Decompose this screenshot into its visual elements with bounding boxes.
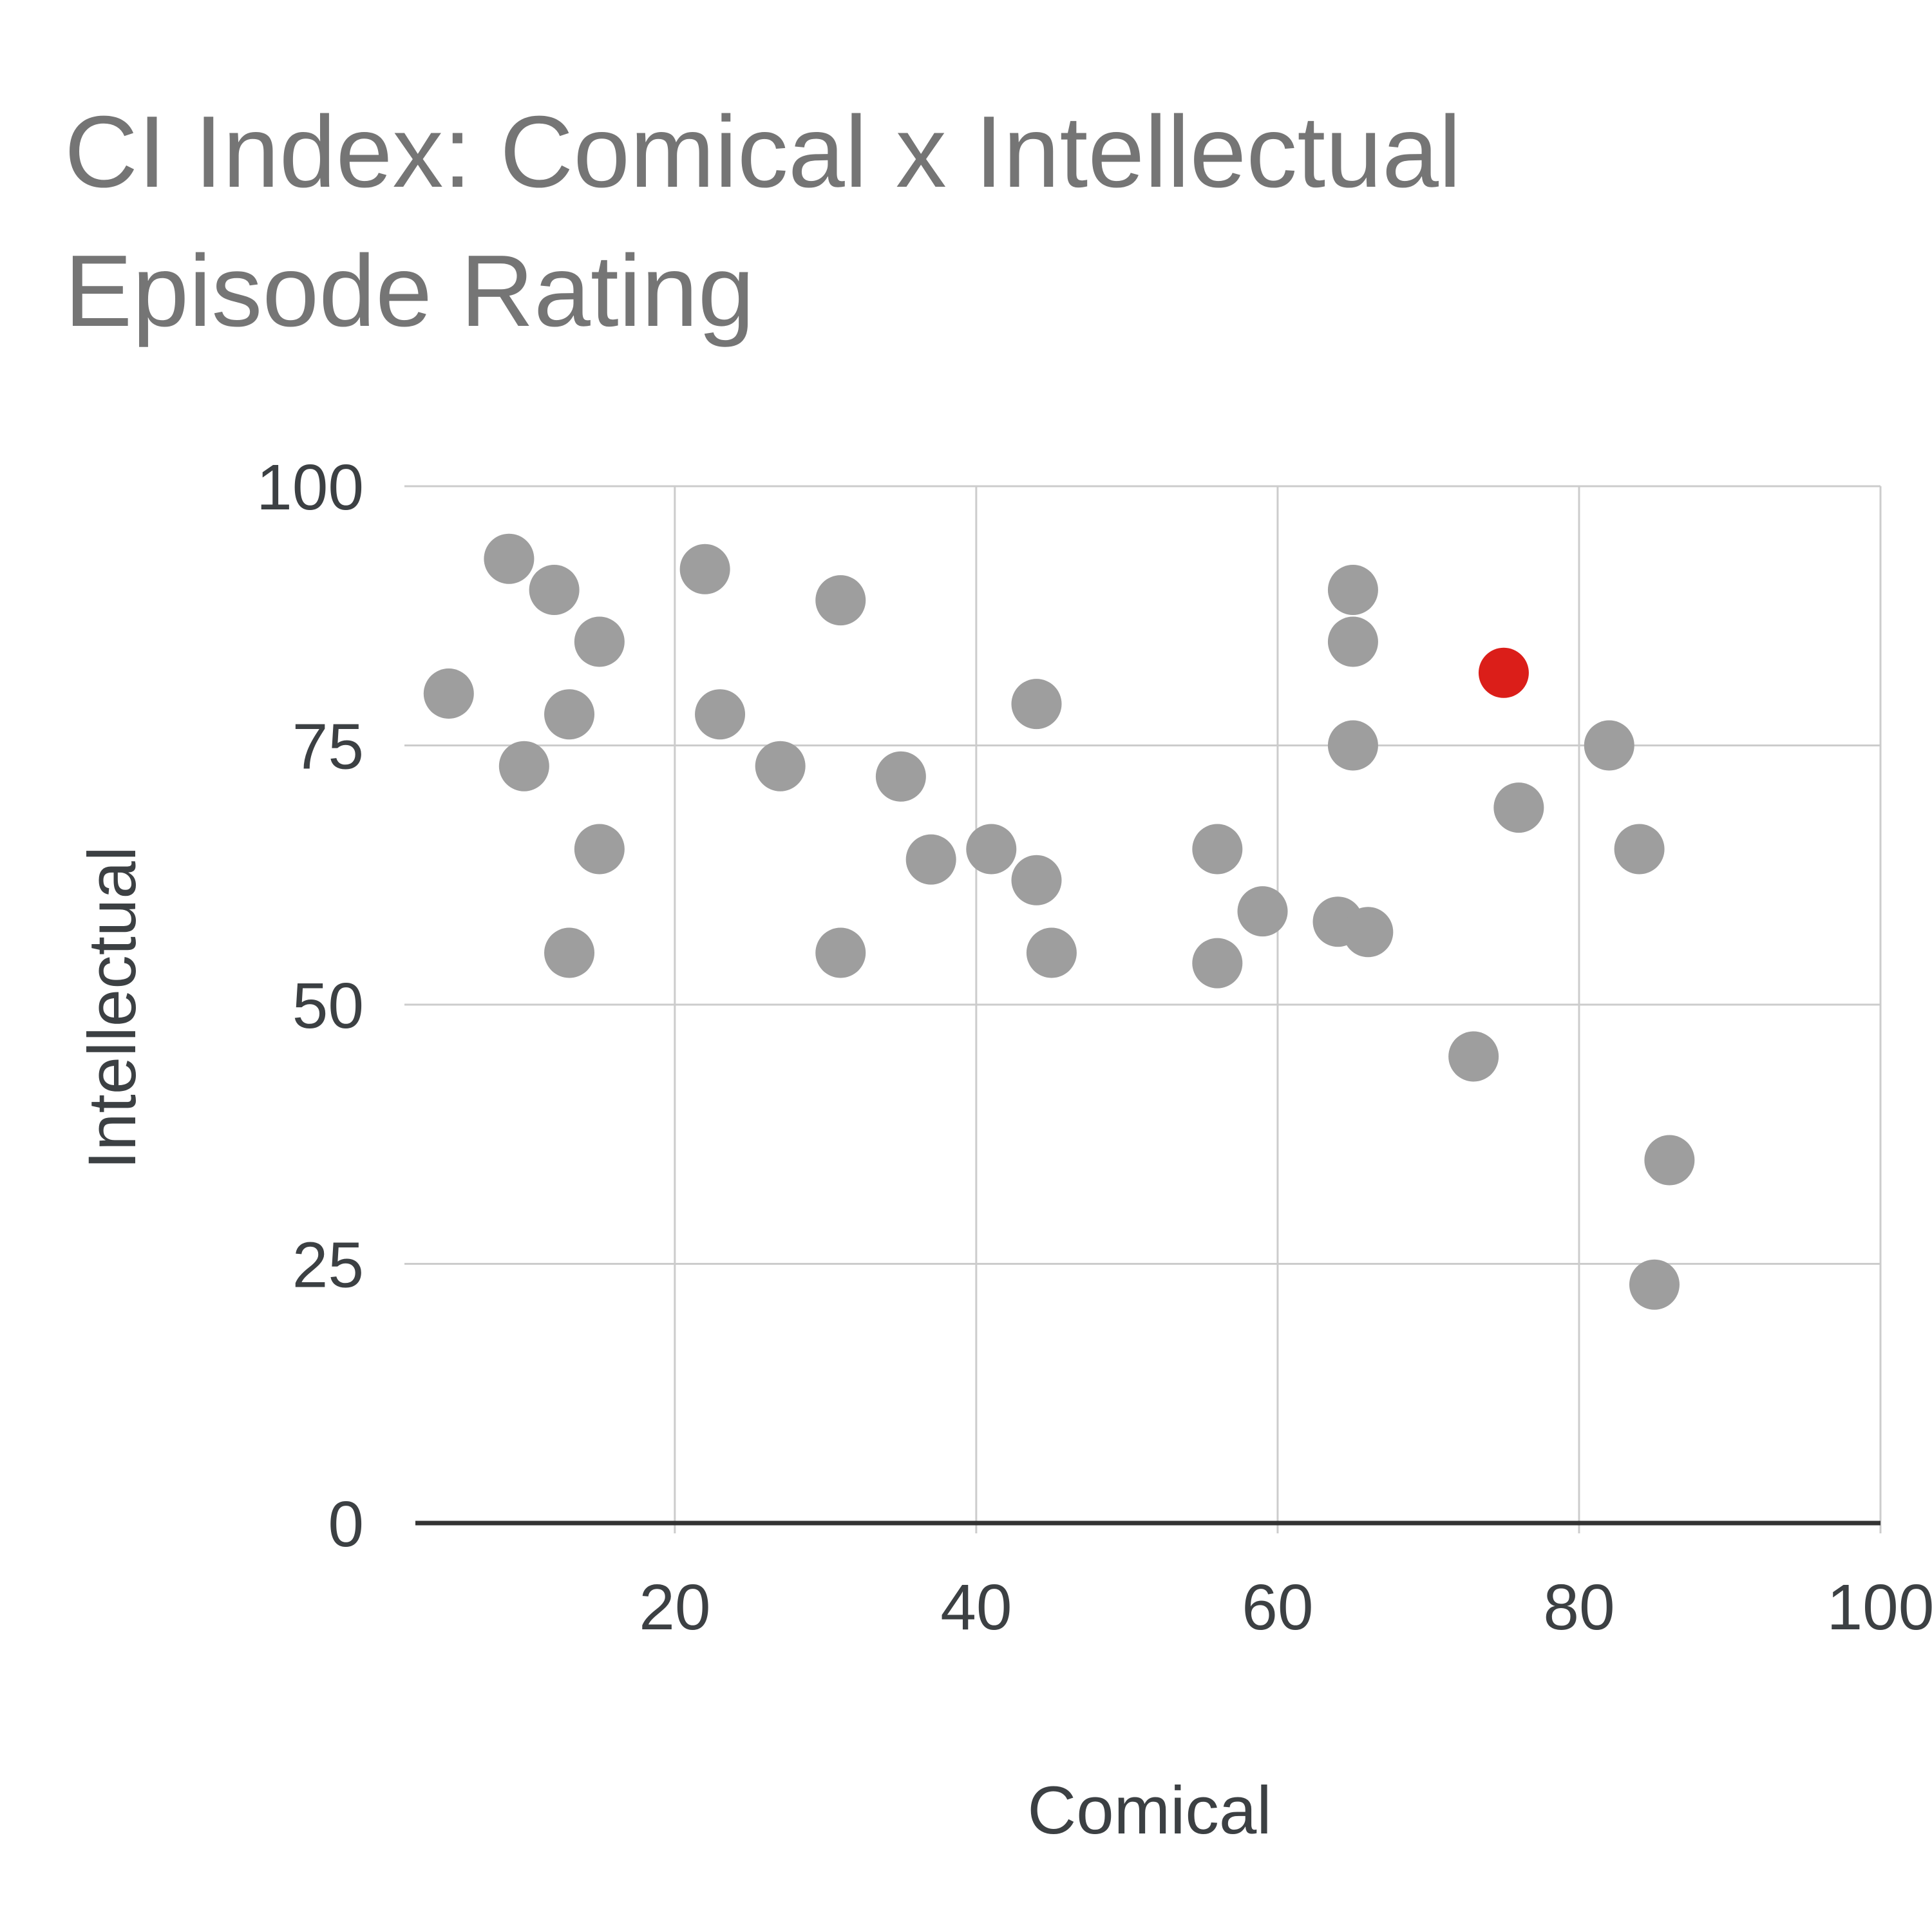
data-point[interactable] <box>484 533 535 584</box>
data-point[interactable] <box>1026 927 1077 978</box>
data-point[interactable] <box>1192 824 1243 875</box>
data-point[interactable] <box>875 751 926 802</box>
data-point[interactable] <box>1614 824 1665 875</box>
x-tick-label: 20 <box>639 1571 710 1643</box>
data-point[interactable] <box>574 616 625 667</box>
data-point[interactable] <box>1192 938 1243 989</box>
y-tick-label: 100 <box>256 451 364 524</box>
data-point[interactable] <box>1584 720 1634 771</box>
y-tick-label: 50 <box>292 970 364 1042</box>
x-tick-label: 40 <box>940 1571 1012 1643</box>
data-point[interactable] <box>815 927 866 978</box>
data-point[interactable] <box>498 741 549 791</box>
x-axis-title: Comical <box>1027 1773 1272 1848</box>
data-point[interactable] <box>544 689 595 740</box>
tick-labels: 20 40 60 80 100 0 25 50 75 100 <box>256 451 1932 1643</box>
data-point[interactable] <box>695 689 746 740</box>
data-point[interactable] <box>1011 855 1062 905</box>
data-point[interactable] <box>574 824 625 875</box>
y-tick-label: 0 <box>328 1488 364 1560</box>
data-point[interactable] <box>679 544 730 594</box>
data-point[interactable] <box>1493 782 1544 833</box>
data-point[interactable] <box>529 565 580 615</box>
data-point[interactable] <box>423 668 474 719</box>
data-point[interactable] <box>1011 679 1062 730</box>
data-point[interactable] <box>905 834 956 885</box>
x-tick-label: 100 <box>1827 1571 1932 1643</box>
x-tick-label: 60 <box>1242 1571 1313 1643</box>
data-point[interactable] <box>1237 886 1288 937</box>
gridlines <box>404 485 1882 1533</box>
data-point[interactable] <box>1629 1259 1680 1310</box>
data-point[interactable] <box>1327 565 1378 615</box>
y-tick-label: 25 <box>292 1229 364 1302</box>
data-point[interactable] <box>1327 616 1378 667</box>
chart-title: CI Index: Comical x Intellectual Episode… <box>64 95 1462 348</box>
data-point[interactable] <box>1448 1031 1499 1082</box>
data-point[interactable] <box>1343 907 1394 958</box>
y-tick-label: 75 <box>292 711 364 783</box>
data-point[interactable] <box>966 824 1017 875</box>
data-point[interactable] <box>1327 720 1378 771</box>
x-tick-label: 80 <box>1543 1571 1615 1643</box>
data-point[interactable] <box>815 575 866 626</box>
data-point[interactable] <box>544 927 595 978</box>
data-points <box>423 533 1695 1310</box>
data-point[interactable] <box>755 741 806 791</box>
data-point[interactable] <box>1644 1135 1695 1186</box>
y-axis-title: Intellectual <box>75 846 150 1170</box>
highlighted-data-point[interactable] <box>1478 647 1529 698</box>
